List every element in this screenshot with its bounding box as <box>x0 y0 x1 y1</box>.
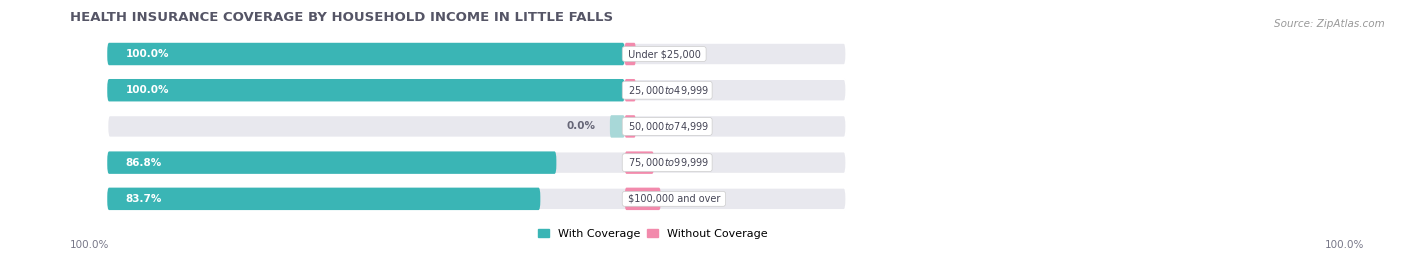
Text: 0.0%: 0.0% <box>647 85 676 95</box>
Legend: With Coverage, Without Coverage: With Coverage, Without Coverage <box>533 224 772 243</box>
FancyBboxPatch shape <box>624 43 636 65</box>
Text: 83.7%: 83.7% <box>125 194 162 204</box>
Text: 100.0%: 100.0% <box>125 85 169 95</box>
FancyBboxPatch shape <box>624 151 654 174</box>
FancyBboxPatch shape <box>107 79 624 101</box>
FancyBboxPatch shape <box>107 188 846 210</box>
FancyBboxPatch shape <box>624 188 661 210</box>
FancyBboxPatch shape <box>107 188 540 210</box>
Text: 0.0%: 0.0% <box>647 121 676 132</box>
Text: $75,000 to $99,999: $75,000 to $99,999 <box>624 156 710 169</box>
Text: Source: ZipAtlas.com: Source: ZipAtlas.com <box>1274 19 1385 29</box>
FancyBboxPatch shape <box>107 115 846 138</box>
Text: 100.0%: 100.0% <box>70 240 110 250</box>
Text: 16.3%: 16.3% <box>668 194 704 204</box>
Text: 100.0%: 100.0% <box>125 49 169 59</box>
Text: 13.2%: 13.2% <box>661 158 697 168</box>
Text: HEALTH INSURANCE COVERAGE BY HOUSEHOLD INCOME IN LITTLE FALLS: HEALTH INSURANCE COVERAGE BY HOUSEHOLD I… <box>70 11 613 24</box>
FancyBboxPatch shape <box>107 43 624 65</box>
FancyBboxPatch shape <box>107 151 557 174</box>
Text: 86.8%: 86.8% <box>125 158 162 168</box>
Text: 0.0%: 0.0% <box>647 49 676 59</box>
FancyBboxPatch shape <box>610 115 624 138</box>
Text: 100.0%: 100.0% <box>1324 240 1364 250</box>
Text: $50,000 to $74,999: $50,000 to $74,999 <box>624 120 710 133</box>
FancyBboxPatch shape <box>624 115 636 138</box>
FancyBboxPatch shape <box>107 43 846 65</box>
Text: 0.0%: 0.0% <box>567 121 595 132</box>
FancyBboxPatch shape <box>107 151 846 174</box>
Text: $100,000 and over: $100,000 and over <box>624 194 723 204</box>
FancyBboxPatch shape <box>107 79 846 101</box>
FancyBboxPatch shape <box>624 79 636 101</box>
Text: Under $25,000: Under $25,000 <box>624 49 703 59</box>
Text: $25,000 to $49,999: $25,000 to $49,999 <box>624 84 710 97</box>
